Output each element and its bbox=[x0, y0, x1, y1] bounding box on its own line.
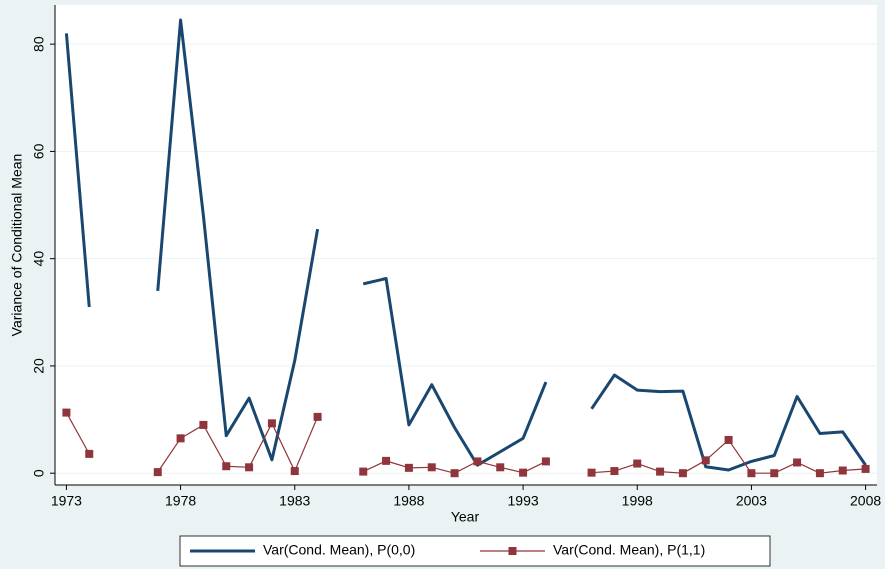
marker bbox=[815, 469, 824, 478]
marker bbox=[85, 449, 94, 458]
marker bbox=[724, 435, 733, 444]
marker bbox=[519, 468, 528, 477]
marker bbox=[404, 463, 413, 472]
series-line bbox=[64, 18, 867, 472]
y-tick-label: 80 bbox=[31, 36, 47, 52]
marker bbox=[656, 467, 665, 476]
x-tick-label: 2003 bbox=[736, 493, 767, 509]
y-tick-label: 40 bbox=[31, 251, 47, 267]
marker bbox=[610, 467, 619, 476]
marker bbox=[678, 469, 687, 478]
marker bbox=[473, 457, 482, 466]
marker bbox=[541, 457, 550, 466]
y-axis-title: Variance of Conditional Mean bbox=[9, 154, 25, 337]
marker bbox=[359, 467, 368, 476]
legend-label: Var(Cond. Mean), P(1,1) bbox=[553, 542, 705, 558]
legend-label: Var(Cond. Mean), P(0,0) bbox=[263, 542, 415, 558]
marker bbox=[701, 456, 710, 465]
marker bbox=[747, 469, 756, 478]
x-tick-label: 1978 bbox=[165, 493, 196, 509]
plot-area bbox=[55, 5, 877, 485]
marker bbox=[176, 434, 185, 443]
y-tick-label: 20 bbox=[31, 358, 47, 374]
marker bbox=[245, 463, 254, 472]
marker bbox=[313, 412, 322, 421]
marker bbox=[382, 456, 391, 465]
x-tick-label: 1973 bbox=[51, 493, 82, 509]
marker bbox=[861, 464, 870, 473]
legend-box bbox=[179, 535, 771, 567]
x-tick-label: 1998 bbox=[622, 493, 653, 509]
x-tick-label: 1983 bbox=[279, 493, 310, 509]
marker bbox=[450, 469, 459, 478]
marker bbox=[838, 466, 847, 475]
y-tick-label: 60 bbox=[31, 143, 47, 159]
marker bbox=[496, 463, 505, 472]
marker bbox=[199, 420, 208, 429]
x-tick-label: 1988 bbox=[393, 493, 424, 509]
series-line bbox=[65, 412, 866, 474]
marker bbox=[222, 462, 231, 471]
legend-marker bbox=[508, 547, 517, 555]
x-tick-label: 1993 bbox=[508, 493, 539, 509]
x-tick-label: 2008 bbox=[850, 493, 881, 509]
marker bbox=[62, 408, 71, 417]
marker bbox=[633, 459, 642, 468]
marker bbox=[793, 458, 802, 467]
y-tick-label: 0 bbox=[31, 469, 47, 477]
marker bbox=[290, 467, 299, 476]
marker bbox=[267, 419, 276, 428]
x-axis-title: Year bbox=[451, 509, 480, 525]
marker bbox=[153, 468, 162, 477]
marker bbox=[587, 468, 596, 477]
marker bbox=[427, 463, 436, 472]
marker bbox=[770, 469, 779, 478]
